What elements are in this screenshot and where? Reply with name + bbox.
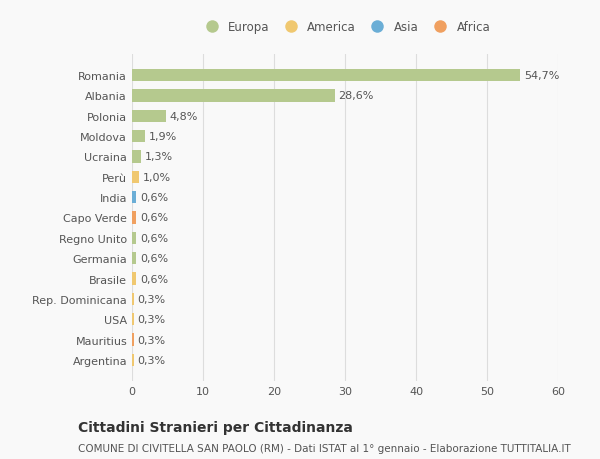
Bar — [132, 354, 134, 366]
Bar — [132, 131, 145, 143]
Text: 4,8%: 4,8% — [170, 112, 198, 122]
Text: 0,3%: 0,3% — [137, 314, 166, 325]
Text: 0,6%: 0,6% — [140, 274, 168, 284]
Text: 54,7%: 54,7% — [524, 71, 559, 81]
Text: 1,0%: 1,0% — [143, 173, 171, 182]
Bar — [132, 192, 136, 204]
Bar — [132, 171, 139, 184]
Text: 0,6%: 0,6% — [140, 213, 168, 223]
Bar — [132, 212, 136, 224]
Text: 1,9%: 1,9% — [149, 132, 177, 142]
Text: 0,3%: 0,3% — [137, 355, 166, 365]
Text: 0,6%: 0,6% — [140, 193, 168, 203]
Text: Cittadini Stranieri per Cittadinanza: Cittadini Stranieri per Cittadinanza — [78, 420, 353, 434]
Legend: Europa, America, Asia, Africa: Europa, America, Asia, Africa — [197, 19, 493, 36]
Bar — [132, 111, 166, 123]
Bar — [132, 293, 134, 305]
Text: COMUNE DI CIVITELLA SAN PAOLO (RM) - Dati ISTAT al 1° gennaio - Elaborazione TUT: COMUNE DI CIVITELLA SAN PAOLO (RM) - Dat… — [78, 443, 571, 453]
Text: 1,3%: 1,3% — [145, 152, 173, 162]
Text: 0,6%: 0,6% — [140, 233, 168, 243]
Text: 28,6%: 28,6% — [338, 91, 374, 101]
Bar — [132, 273, 136, 285]
Text: 0,6%: 0,6% — [140, 254, 168, 263]
Bar — [132, 313, 134, 325]
Bar — [132, 252, 136, 265]
Bar — [132, 232, 136, 244]
Text: 0,3%: 0,3% — [137, 335, 166, 345]
Text: 0,3%: 0,3% — [137, 294, 166, 304]
Bar — [132, 70, 520, 82]
Bar — [132, 151, 141, 163]
Bar — [132, 90, 335, 102]
Bar — [132, 334, 134, 346]
